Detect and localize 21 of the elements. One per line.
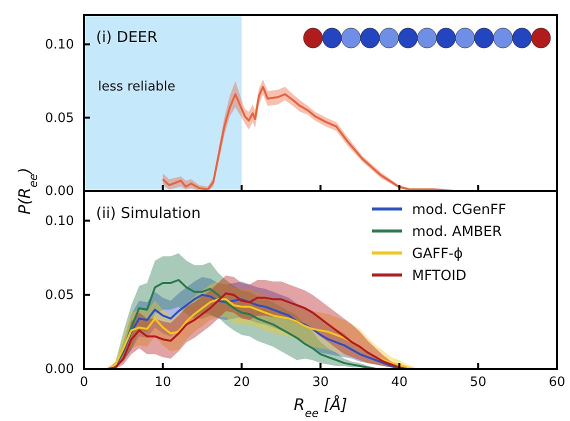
y-tick-label: 0.10 bbox=[45, 214, 74, 229]
x-axis-title: R$_{ee}$ [Å] bbox=[294, 395, 348, 420]
x-tick-label: 60 bbox=[548, 375, 566, 390]
legend-label: GAFF-ϕ bbox=[412, 246, 463, 262]
legend-label: mod. AMBER bbox=[412, 224, 502, 240]
text: (ii) Simulation bbox=[96, 204, 201, 222]
x-tick-label: 10 bbox=[154, 375, 172, 390]
legend-label: mod. CGenFF bbox=[412, 202, 506, 218]
x-tick-label: 50 bbox=[470, 375, 486, 390]
band-label: less reliable bbox=[98, 80, 176, 95]
legend-label: MFTOID bbox=[412, 268, 466, 284]
y-tick-label: 0.00 bbox=[45, 362, 74, 378]
text: (i) DEER bbox=[96, 28, 158, 46]
y-tick-label: 0.10 bbox=[45, 37, 74, 52]
x-tick-label: 20 bbox=[233, 375, 250, 390]
y-tick-label: 0.05 bbox=[45, 110, 74, 126]
y-tick-label: 0.05 bbox=[45, 288, 74, 303]
x-tick-label: 40 bbox=[391, 375, 408, 390]
x-tick-label: 30 bbox=[312, 375, 329, 390]
x-tick-label: 0 bbox=[80, 375, 88, 390]
y-tick-label: 0.00 bbox=[45, 184, 74, 200]
